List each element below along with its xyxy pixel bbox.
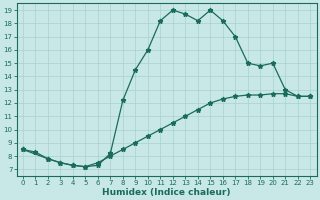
X-axis label: Humidex (Indice chaleur): Humidex (Indice chaleur): [102, 188, 231, 197]
